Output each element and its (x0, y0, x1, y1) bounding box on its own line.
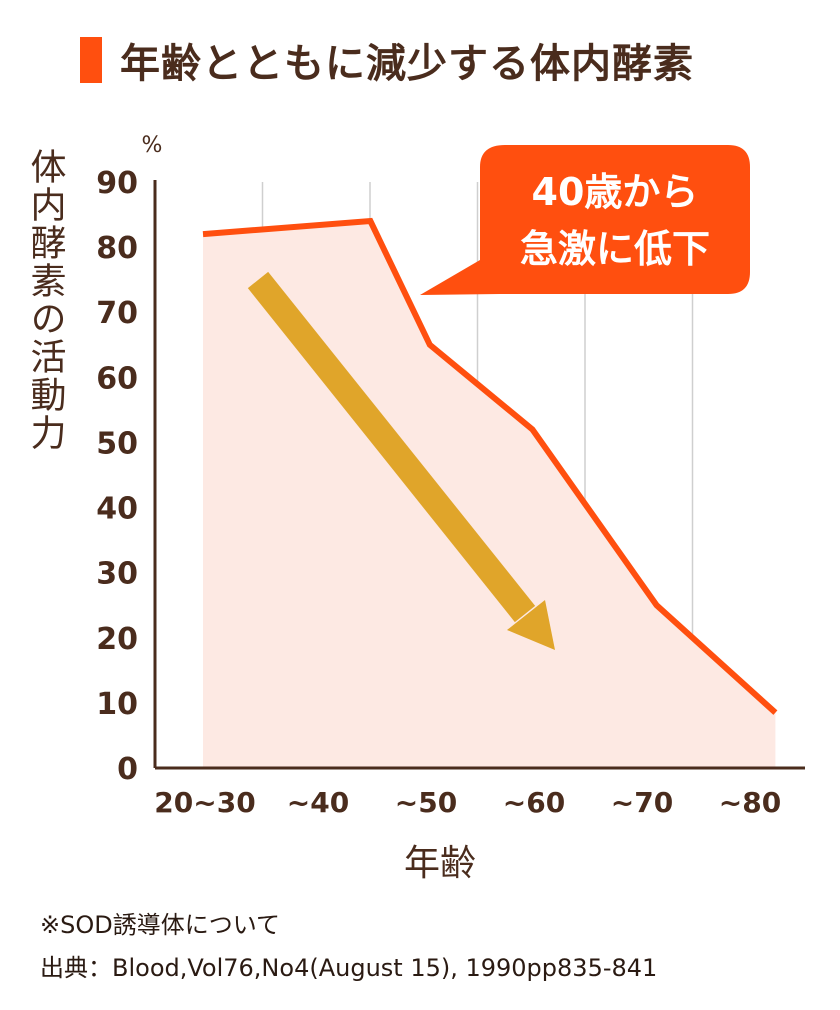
callout-text-line2: 急激に低下 (520, 227, 710, 271)
y-tick-label: 80 (96, 231, 138, 266)
chart-title: 年齢とともに減少する体内酵素 (80, 30, 694, 90)
callout-bubble (420, 145, 750, 295)
footnote-source: 出典：Blood,Vol76,No4(August 15), 1990pp835… (40, 954, 658, 982)
y-unit-label: % (142, 133, 163, 158)
trend-arrow-head (507, 600, 555, 650)
y-tick-label: 90 (96, 166, 138, 201)
x-tick-label: ~60 (503, 786, 565, 819)
x-tick-label: 20~30 (154, 786, 255, 819)
y-tick-label: 20 (96, 622, 138, 657)
y-tick-label: 60 (96, 361, 138, 396)
y-tick-label: 40 (96, 492, 138, 527)
trend-arrow-shaft (247, 271, 536, 623)
y-axis-label: 体内酵素の活動力 (25, 148, 66, 452)
y-tick-label: 30 (96, 557, 138, 592)
area-fill (203, 221, 776, 769)
series-line (202, 217, 778, 715)
x-tick-label: ~80 (719, 786, 781, 819)
y-tick-label: 50 (96, 426, 138, 461)
title-accent-bar (80, 37, 102, 83)
x-axis-label: 年齢 (404, 843, 476, 884)
callout-text-line1: 40歳から (532, 170, 699, 214)
y-tick-label: 10 (96, 687, 138, 722)
x-tick-label: ~50 (395, 786, 457, 819)
y-tick-label: 0 (117, 752, 138, 787)
y-tick-label: 70 (96, 296, 138, 331)
x-tick-label: ~70 (611, 786, 673, 819)
footnote-sod: ※SOD誘導体について (40, 911, 280, 939)
x-tick-label: ~40 (287, 786, 349, 819)
chart-title-text: 年齢とともに減少する体内酵素 (120, 40, 694, 87)
